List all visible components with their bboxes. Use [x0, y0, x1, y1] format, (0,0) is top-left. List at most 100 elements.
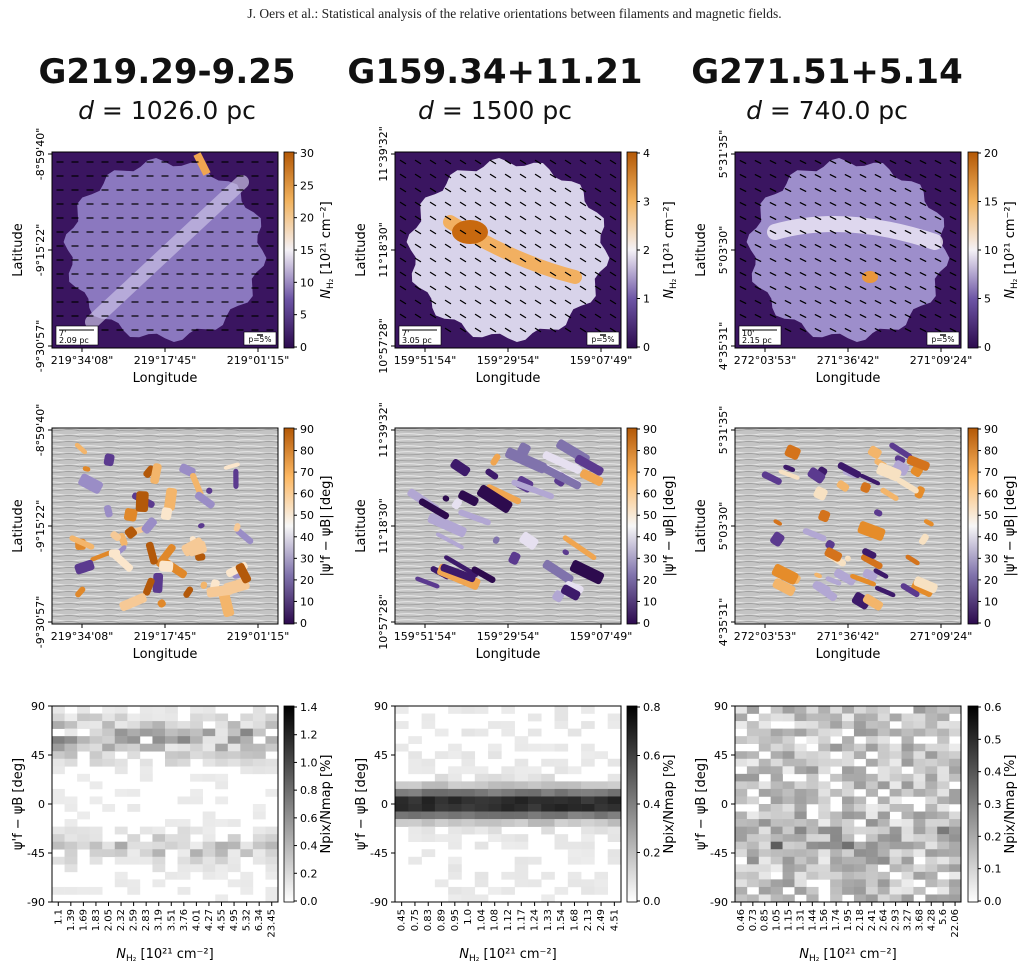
y-axis-label: ψ'f − ψB [deg]	[354, 758, 369, 850]
histogram-cell	[877, 834, 890, 842]
filament-segment	[772, 578, 796, 596]
polarization-vector	[949, 327, 957, 333]
polarization-vector	[904, 257, 912, 263]
histogram-cell	[818, 751, 831, 760]
histogram-cell	[937, 788, 950, 797]
histogram-cell	[408, 834, 422, 842]
histogram-cell	[842, 879, 855, 888]
polarization-vector	[504, 313, 512, 319]
histogram-cell	[408, 781, 422, 790]
histogram-cell	[925, 834, 938, 842]
histogram-cell	[554, 788, 569, 797]
histogram-cell	[925, 811, 938, 820]
histogram-cell	[913, 849, 926, 858]
histogram-cell	[770, 834, 783, 842]
histogram-cell	[746, 834, 760, 842]
histogram-cell	[865, 743, 879, 752]
histogram-cell	[240, 721, 254, 729]
histogram-cell	[554, 766, 569, 775]
filament-segment	[857, 521, 886, 541]
histogram-cell	[190, 773, 203, 782]
histogram-cell	[865, 871, 879, 880]
histogram-cell	[758, 886, 771, 895]
histogram-cell	[746, 819, 760, 827]
polarization-vector	[459, 229, 467, 235]
polarization-vector	[474, 201, 482, 207]
histogram-cell	[782, 713, 795, 722]
y-tick-label: -8°59'40"	[34, 128, 47, 181]
histogram-cell	[461, 804, 476, 812]
colorbar-tick-label: 10	[984, 244, 998, 257]
polarization-vector	[474, 313, 482, 319]
histogram-cell	[913, 773, 926, 782]
polarization-vector	[859, 285, 867, 291]
histogram-cell	[448, 871, 462, 880]
polarization-vector	[739, 159, 747, 165]
filament-segment	[812, 581, 838, 602]
polarization-vector	[459, 299, 467, 305]
filament-segment	[542, 451, 582, 474]
polarization-vector	[444, 257, 452, 263]
polarization-vector	[784, 215, 792, 221]
polarization-vector	[874, 313, 882, 319]
polarization-vector	[844, 285, 852, 291]
histogram-cell	[770, 886, 783, 895]
polarization-vector	[399, 229, 407, 235]
histogram-cell	[913, 871, 926, 880]
colorbar-tick-label: 10	[300, 276, 314, 289]
histogram-cell	[794, 856, 807, 865]
polarization-vector	[934, 243, 942, 249]
histogram-cell	[758, 819, 771, 827]
histogram-cell	[949, 871, 962, 880]
histogram-cell	[64, 804, 78, 812]
polarization-vector	[874, 215, 882, 221]
colorbar-tick-label: 15	[984, 196, 998, 209]
scalebar-distance-label: 2.15 pc	[742, 336, 772, 345]
polarization-vector	[859, 173, 867, 179]
histogram-cell	[901, 804, 914, 812]
histogram-cell	[265, 894, 279, 903]
histogram-cell	[52, 706, 65, 714]
histogram-cell	[877, 894, 890, 903]
polarization-vector	[429, 257, 437, 263]
histogram-cell	[794, 788, 807, 797]
histogram-cell	[770, 788, 783, 797]
polarization-vector	[474, 271, 482, 277]
histogram-cell	[474, 788, 489, 797]
histogram-cell	[925, 819, 938, 827]
histogram-cell	[434, 834, 449, 842]
histogram-cell	[937, 886, 950, 895]
colorbar-tick-label: 0.0	[643, 895, 661, 908]
histogram-cell	[448, 751, 462, 760]
polarization-vector	[489, 201, 497, 207]
histogram-cell	[127, 879, 141, 888]
histogram-cell	[541, 804, 555, 812]
x-tick-label: 1.15	[784, 909, 795, 931]
polarization-vector	[549, 285, 557, 291]
histogram-cell	[102, 758, 116, 767]
polarization-vector	[739, 285, 747, 291]
histogram-cell	[215, 864, 229, 873]
x-tick-label: 4.51	[609, 909, 620, 931]
polarization-vector	[874, 243, 882, 249]
filament-segment	[82, 466, 91, 472]
histogram-cell	[152, 713, 166, 722]
histogram-cell	[581, 826, 595, 835]
polarization-vector	[934, 299, 942, 305]
histogram-cell	[554, 721, 569, 729]
polarization-vector	[799, 327, 807, 333]
histogram-cell	[240, 841, 254, 850]
filament-segment	[74, 442, 88, 455]
polarization-vector	[949, 257, 957, 263]
histogram-cell	[52, 826, 65, 835]
histogram-cell	[842, 796, 855, 805]
histogram-cell	[190, 736, 203, 744]
polarization-vector	[534, 229, 542, 235]
histogram-cell	[877, 826, 890, 835]
histogram-cell	[818, 871, 831, 880]
histogram-cell	[527, 879, 542, 888]
polarization-vector	[844, 229, 852, 235]
histogram-cell	[865, 706, 879, 714]
histogram-cell	[818, 728, 831, 737]
histogram-cell	[514, 819, 529, 827]
